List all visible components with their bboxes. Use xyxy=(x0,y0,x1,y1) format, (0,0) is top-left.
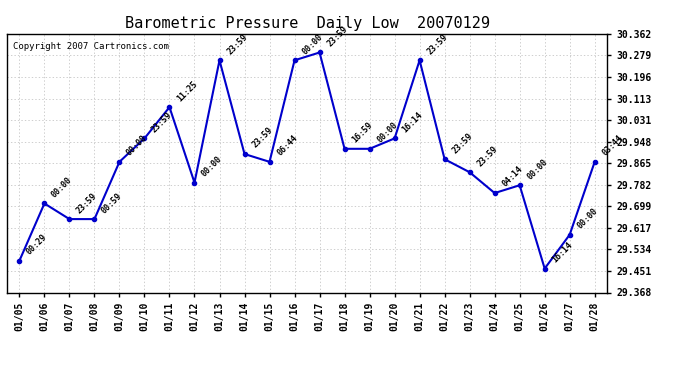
Text: 11:25: 11:25 xyxy=(175,79,199,103)
Text: 04:14: 04:14 xyxy=(500,165,524,189)
Text: 00:00: 00:00 xyxy=(50,175,74,199)
Text: 23:59: 23:59 xyxy=(325,24,349,48)
Title: Barometric Pressure  Daily Low  20070129: Barometric Pressure Daily Low 20070129 xyxy=(125,16,489,31)
Text: 00:00: 00:00 xyxy=(525,157,549,181)
Text: 23:59: 23:59 xyxy=(75,191,99,215)
Text: 16:14: 16:14 xyxy=(550,240,574,264)
Text: 23:59: 23:59 xyxy=(450,131,474,155)
Text: 00:29: 00:29 xyxy=(25,232,49,256)
Text: Copyright 2007 Cartronics.com: Copyright 2007 Cartronics.com xyxy=(13,42,169,51)
Text: 03:44: 03:44 xyxy=(600,134,624,158)
Text: 00:00: 00:00 xyxy=(200,154,224,178)
Text: 00:00: 00:00 xyxy=(575,207,600,231)
Text: 00:00: 00:00 xyxy=(125,134,149,158)
Text: 23:59: 23:59 xyxy=(150,110,174,134)
Text: 00:59: 00:59 xyxy=(100,191,124,215)
Text: 16:59: 16:59 xyxy=(350,121,374,145)
Text: 23:59: 23:59 xyxy=(475,144,500,168)
Text: 23:59: 23:59 xyxy=(425,32,449,56)
Text: 00:00: 00:00 xyxy=(300,32,324,56)
Text: 06:44: 06:44 xyxy=(275,134,299,158)
Text: 23:59: 23:59 xyxy=(250,126,274,150)
Text: 23:59: 23:59 xyxy=(225,32,249,56)
Text: 00:00: 00:00 xyxy=(375,121,400,145)
Text: 16:14: 16:14 xyxy=(400,110,424,134)
